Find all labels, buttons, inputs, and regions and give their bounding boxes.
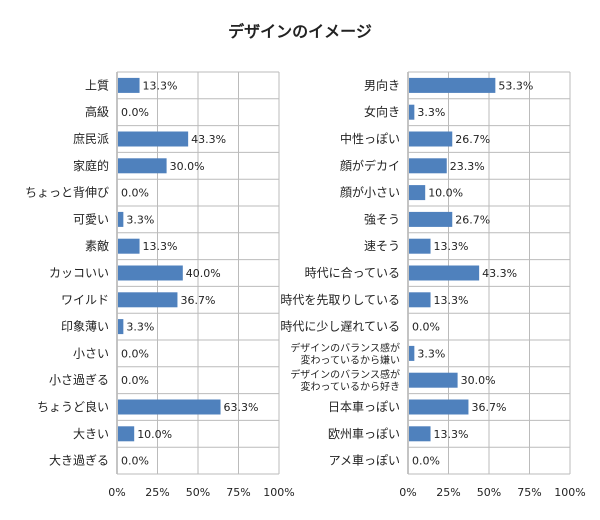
data-label: 13.3%: [434, 240, 469, 253]
category-label: 顔が小さい: [340, 185, 400, 200]
bar: [409, 158, 447, 174]
category-label: 可愛い: [73, 212, 109, 226]
data-label: 0.0%: [121, 187, 149, 200]
data-label: 53.3%: [498, 79, 533, 92]
bar: [409, 238, 431, 254]
x-tick-label: 75%: [517, 486, 541, 499]
bar: [118, 265, 183, 281]
x-tick-label: 50%: [186, 486, 210, 499]
data-label: 0.0%: [121, 374, 149, 387]
bar: [118, 77, 140, 93]
data-label: 36.7%: [180, 294, 215, 307]
data-label: 30.0%: [461, 374, 496, 387]
data-label: 43.3%: [482, 267, 517, 280]
category-label: 欧州車っぽい: [328, 427, 400, 441]
data-label: 0.0%: [412, 455, 440, 468]
category-label: ちょっと背伸び: [25, 186, 109, 200]
bar: [118, 158, 167, 174]
category-label: 庶民派: [73, 131, 109, 146]
category-label: 時代に合っている: [305, 265, 400, 280]
category-label: 時代を先取りしている: [280, 293, 400, 307]
bar: [118, 131, 189, 147]
data-label: 36.7%: [471, 401, 506, 414]
x-tick-label: 25%: [436, 486, 460, 499]
data-label: 26.7%: [455, 133, 490, 146]
data-label: 3.3%: [126, 213, 154, 226]
bar: [409, 292, 431, 308]
category-label: ワイルド: [61, 293, 109, 307]
bar: [118, 211, 124, 227]
data-label: 0.0%: [121, 347, 149, 360]
data-label: 10.0%: [137, 428, 172, 441]
data-label: 13.3%: [143, 79, 178, 92]
data-label: 3.3%: [417, 347, 445, 360]
bar: [409, 185, 426, 201]
category-label: ちょうど良い: [37, 399, 109, 414]
category-label: 小さい: [73, 346, 109, 360]
category-label: 女向き: [364, 104, 400, 119]
data-label: 0.0%: [412, 321, 440, 334]
panel-1: 0% 25% 50% 75% 100% 13.3% 上質 0.0% 高級 43.3% 庶民派 30.0…: [25, 71, 295, 499]
bar: [118, 426, 135, 442]
x-tick-label: 100%: [263, 486, 294, 499]
category-label: 家庭的: [73, 158, 109, 173]
category-label: 速そう: [364, 239, 400, 253]
data-label: 3.3%: [417, 106, 445, 119]
x-tick-label: 50%: [477, 486, 501, 499]
data-label: 10.0%: [428, 187, 463, 200]
chart-title: デザインのイメージ: [228, 22, 372, 41]
data-label: 13.3%: [434, 294, 469, 307]
data-label: 26.7%: [455, 213, 490, 226]
data-label: 30.0%: [170, 160, 205, 173]
category-label: 小さ過ぎる: [49, 373, 109, 387]
category-label: 中性っぽい: [340, 131, 400, 146]
bar: [118, 319, 124, 335]
category-label: カッコいい: [49, 266, 109, 280]
category-label: 時代に少し遅れている: [280, 320, 400, 334]
data-label: 0.0%: [121, 455, 149, 468]
bar: [409, 345, 415, 361]
bar: [118, 292, 178, 308]
x-tick-label: 100%: [554, 486, 585, 499]
category-label: 印象薄い: [61, 319, 109, 334]
bar: [409, 77, 496, 93]
bar: [409, 372, 458, 388]
x-tick-label: 0%: [108, 486, 125, 499]
category-label: 強そう: [364, 212, 400, 226]
x-tick-label: 0%: [399, 486, 416, 499]
x-tick-label: 75%: [226, 486, 250, 499]
bar: [409, 426, 431, 442]
category-label: 男向き: [364, 77, 400, 92]
data-label: 0.0%: [121, 106, 149, 119]
category-label: デザインのバランス感が変わっているから嫌い: [290, 341, 400, 366]
data-label: 63.3%: [224, 401, 259, 414]
category-label: アメ車っぽい: [329, 454, 400, 468]
bar: [409, 131, 453, 147]
bar: [409, 104, 415, 120]
bar: [118, 238, 140, 254]
category-label: 高級: [85, 104, 109, 119]
data-label: 13.3%: [143, 240, 178, 253]
category-label: 素敵: [85, 238, 109, 253]
category-label: 顔がデカイ: [340, 158, 400, 173]
data-label: 23.3%: [450, 160, 485, 173]
category-label: 日本車っぽい: [328, 400, 400, 414]
x-tick-label: 25%: [145, 486, 169, 499]
data-label: 13.3%: [434, 428, 469, 441]
data-label: 40.0%: [186, 267, 221, 280]
bar: [409, 265, 480, 281]
category-label: 上質: [85, 77, 109, 92]
data-label: 43.3%: [191, 133, 226, 146]
category-label: 大き過ぎる: [49, 454, 109, 468]
category-label: 大きい: [73, 427, 109, 441]
bar: [409, 399, 469, 415]
data-label: 3.3%: [126, 321, 154, 334]
bar: [409, 211, 453, 227]
bar: [118, 399, 221, 415]
panel-2: 0% 25% 50% 75% 100% 53.3% 男向き 3.3% 女向き 26.7% 中性っぽい…: [280, 71, 586, 499]
category-label: デザインのバランス感が変わっているから好き: [290, 368, 400, 393]
